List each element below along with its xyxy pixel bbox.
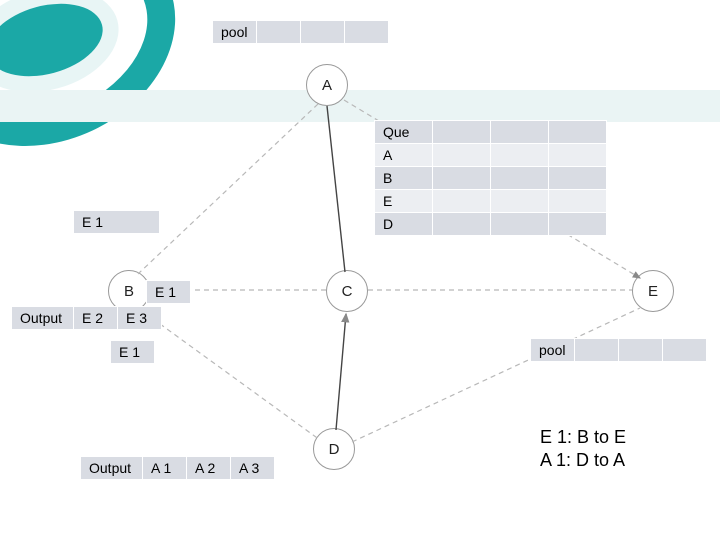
output-bottom-table: Output A 1 A 2 A 3 bbox=[80, 456, 275, 480]
pool-bottom-table: pool bbox=[530, 338, 707, 362]
que-table: Que A B E D bbox=[374, 120, 607, 236]
pool-bottom-header: pool bbox=[531, 339, 575, 362]
e1-small-top: E 1 bbox=[146, 280, 191, 304]
rules-text: E 1: B to E A 1: D to A bbox=[540, 426, 626, 473]
pool-top-table: pool bbox=[212, 20, 389, 44]
que-row-a: A bbox=[375, 144, 433, 167]
que-row-b: B bbox=[375, 167, 433, 190]
que-row-e: E bbox=[375, 190, 433, 213]
output-bottom-header: Output bbox=[81, 457, 143, 480]
que-header: Que bbox=[375, 121, 433, 144]
que-row-d: D bbox=[375, 213, 433, 236]
e1-small-bottom: E 1 bbox=[110, 340, 155, 364]
rule-line-1: E 1: B to E bbox=[540, 426, 626, 449]
output-block: Output E 2 E 3 bbox=[11, 306, 162, 330]
output-bottom-c1: A 1 bbox=[143, 457, 187, 480]
e1-small-bottom-label: E 1 bbox=[111, 341, 155, 364]
e1-block-label: E 1 bbox=[74, 211, 160, 234]
output-block-c2: E 3 bbox=[118, 307, 162, 330]
rule-line-2: A 1: D to A bbox=[540, 449, 626, 472]
pool-top-header: pool bbox=[213, 21, 257, 44]
e1-small-top-label: E 1 bbox=[147, 281, 191, 304]
e1-block: E 1 bbox=[73, 210, 160, 234]
output-bottom-c3: A 3 bbox=[231, 457, 275, 480]
output-block-c1: E 2 bbox=[74, 307, 118, 330]
output-bottom-c2: A 2 bbox=[187, 457, 231, 480]
output-block-header: Output bbox=[12, 307, 74, 330]
